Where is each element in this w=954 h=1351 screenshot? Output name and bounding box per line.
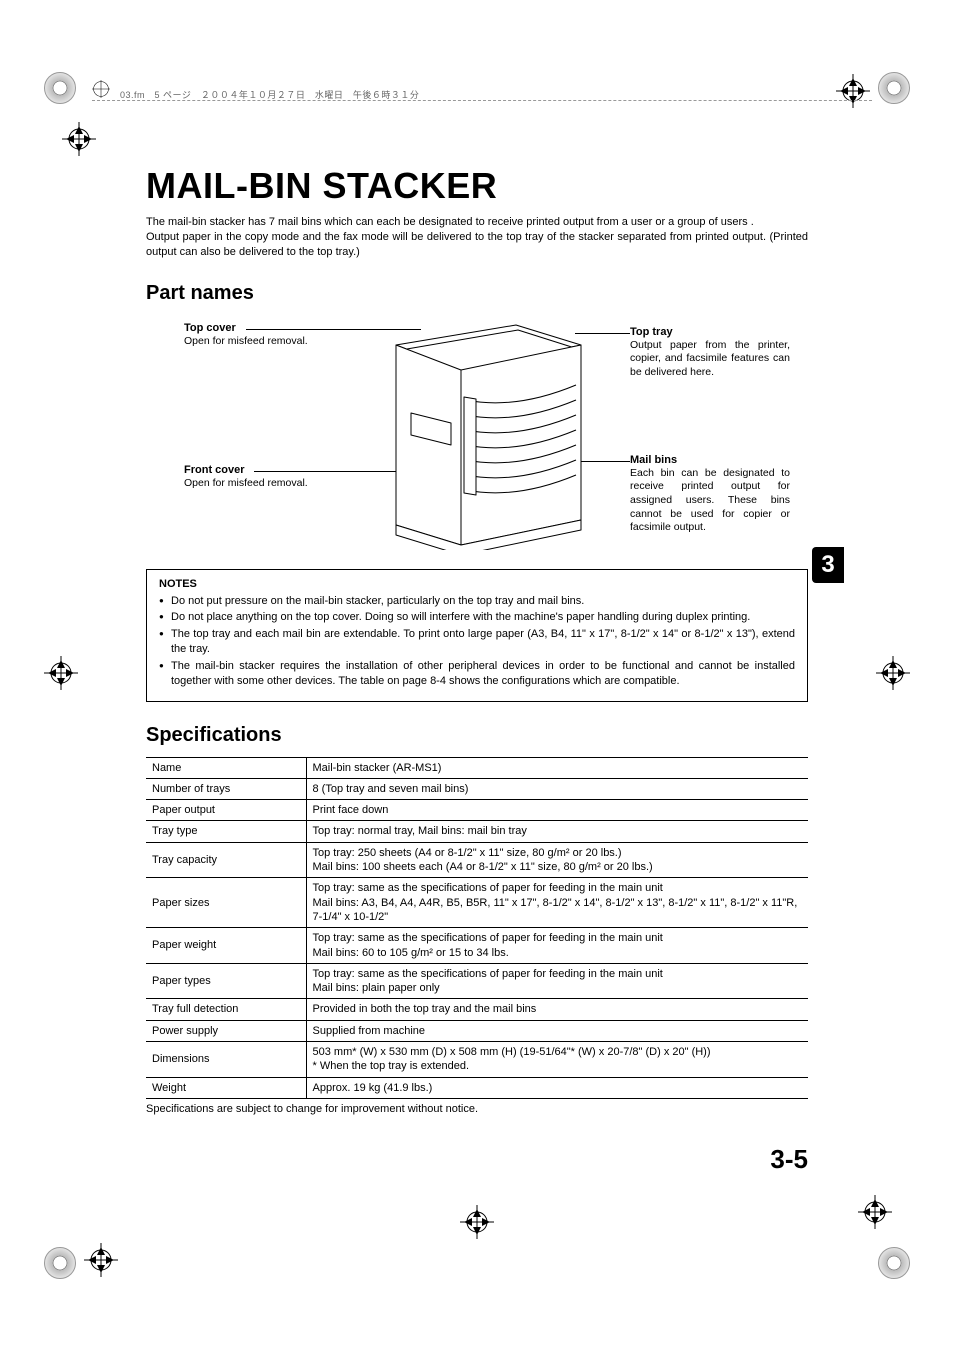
spec-value: Mail-bin stacker (AR-MS1): [306, 757, 808, 778]
intro-paragraph-1: The mail-bin stacker has 7 mail bins whi…: [146, 215, 808, 230]
spec-key: Weight: [146, 1077, 306, 1098]
spec-key: Paper weight: [146, 928, 306, 964]
spec-key: Tray full detection: [146, 999, 306, 1020]
reg-mark-header: [92, 80, 110, 98]
parts-diagram: Top cover Open for misfeed removal. Fron…: [146, 315, 808, 555]
specs-footnote: Specifications are subject to change for…: [146, 1103, 808, 1115]
spec-key: Tray type: [146, 821, 306, 842]
spec-key: Power supply: [146, 1020, 306, 1041]
front-cover-desc: Open for misfeed removal.: [184, 477, 344, 491]
notes-item: The top tray and each mail bin are exten…: [159, 627, 795, 657]
spec-key: Name: [146, 757, 306, 778]
chapter-thumb-tab: 3: [812, 547, 844, 583]
table-row: WeightApprox. 19 kg (41.9 lbs.): [146, 1077, 808, 1098]
stacker-illustration: [356, 315, 616, 550]
callout-front-cover: Front cover Open for misfeed removal.: [184, 463, 344, 491]
mail-bins-label: Mail bins: [630, 453, 790, 467]
reg-mark-bl: [84, 1243, 118, 1277]
mail-bins-desc: Each bin can be designated to receive pr…: [630, 467, 790, 535]
notes-item: Do not place anything on the top cover. …: [159, 610, 795, 625]
print-corner-tl: [44, 72, 76, 104]
spec-value: Print face down: [306, 800, 808, 821]
table-row: Paper typesTop tray: same as the specifi…: [146, 963, 808, 999]
thumb-tab-number: 3: [821, 551, 834, 579]
reg-mark-bm: [460, 1205, 494, 1239]
callout-mail-bins: Mail bins Each bin can be designated to …: [630, 453, 790, 536]
spec-key: Tray capacity: [146, 842, 306, 878]
table-row: Tray typeTop tray: normal tray, Mail bin…: [146, 821, 808, 842]
notes-title: NOTES: [159, 578, 795, 590]
intro-paragraph-2: Output paper in the copy mode and the fa…: [146, 230, 808, 260]
part-names-heading: Part names: [146, 282, 808, 305]
table-row: Dimensions503 mm* (W) x 530 mm (D) x 508…: [146, 1042, 808, 1078]
top-tray-desc: Output paper from the printer, copier, a…: [630, 339, 790, 380]
spec-value: 8 (Top tray and seven mail bins): [306, 778, 808, 799]
callout-top-cover: Top cover Open for misfeed removal.: [184, 321, 344, 349]
spec-value: Top tray: 250 sheets (A4 or 8-1/2" x 11"…: [306, 842, 808, 878]
table-row: NameMail-bin stacker (AR-MS1): [146, 757, 808, 778]
reg-mark-ml: [44, 656, 78, 690]
reg-mark-br: [858, 1195, 892, 1229]
spec-key: Paper types: [146, 963, 306, 999]
table-row: Tray capacityTop tray: 250 sheets (A4 or…: [146, 842, 808, 878]
reg-mark-tl: [62, 122, 96, 156]
spec-value: Provided in both the top tray and the ma…: [306, 999, 808, 1020]
spec-key: Number of trays: [146, 778, 306, 799]
spec-value: 503 mm* (W) x 530 mm (D) x 508 mm (H) (1…: [306, 1042, 808, 1078]
spec-key: Dimensions: [146, 1042, 306, 1078]
spec-value: Top tray: normal tray, Mail bins: mail b…: [306, 821, 808, 842]
page-content: MAIL-BIN STACKER The mail-bin stacker ha…: [146, 165, 808, 1115]
top-cover-desc: Open for misfeed removal.: [184, 335, 344, 349]
page-title: MAIL-BIN STACKER: [146, 165, 808, 207]
print-corner-br: [878, 1247, 910, 1279]
notes-box: NOTES Do not put pressure on the mail-bi…: [146, 569, 808, 702]
spec-value: Top tray: same as the specifications of …: [306, 878, 808, 928]
spec-key: Paper sizes: [146, 878, 306, 928]
reg-mark-mr: [876, 656, 910, 690]
notes-list: Do not put pressure on the mail-bin stac…: [159, 594, 795, 689]
header-text: 03.fm 5 ページ ２００４年１０月２７日 水曜日 午後６時３１分: [120, 90, 419, 100]
spec-value: Approx. 19 kg (41.9 lbs.): [306, 1077, 808, 1098]
table-row: Paper sizesTop tray: same as the specifi…: [146, 878, 808, 928]
callout-top-tray: Top tray Output paper from the printer, …: [630, 325, 790, 380]
page-number: 3-5: [770, 1144, 808, 1175]
table-row: Number of trays8 (Top tray and seven mai…: [146, 778, 808, 799]
table-row: Paper outputPrint face down: [146, 800, 808, 821]
specs-table: NameMail-bin stacker (AR-MS1)Number of t…: [146, 757, 808, 1099]
notes-item: Do not put pressure on the mail-bin stac…: [159, 594, 795, 609]
notes-item: The mail-bin stacker requires the instal…: [159, 659, 795, 689]
spec-key: Paper output: [146, 800, 306, 821]
table-row: Tray full detectionProvided in both the …: [146, 999, 808, 1020]
table-row: Power supplySupplied from machine: [146, 1020, 808, 1041]
print-corner-bl: [44, 1247, 76, 1279]
spec-value: Top tray: same as the specifications of …: [306, 928, 808, 964]
specs-heading: Specifications: [146, 724, 808, 747]
header-dashes: [92, 100, 872, 101]
print-corner-tr: [878, 72, 910, 104]
top-tray-label: Top tray: [630, 325, 790, 339]
reg-mark-tr: [836, 74, 870, 108]
table-row: Paper weightTop tray: same as the specif…: [146, 928, 808, 964]
spec-value: Top tray: same as the specifications of …: [306, 963, 808, 999]
spec-value: Supplied from machine: [306, 1020, 808, 1041]
